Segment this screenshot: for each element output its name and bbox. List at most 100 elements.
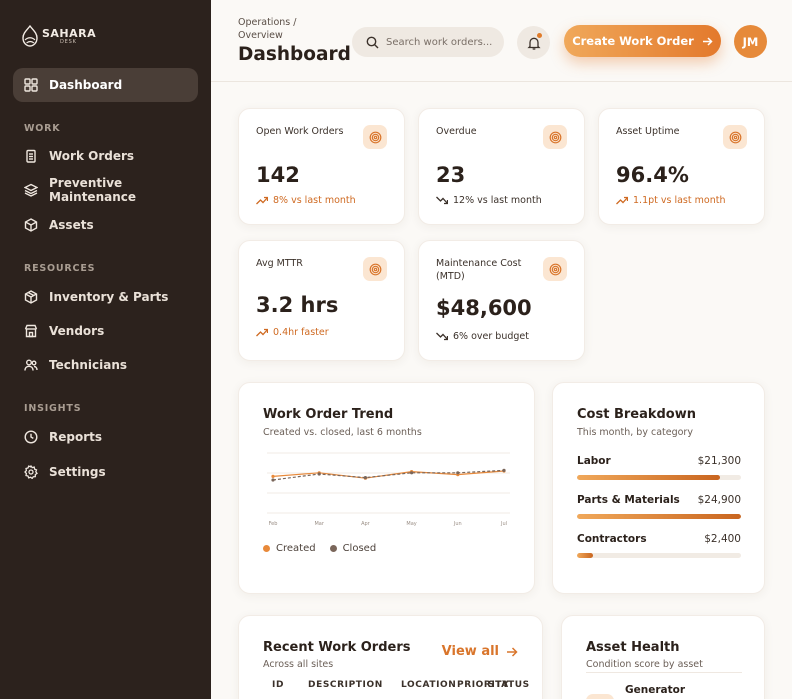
kpi-card-overdue[interactable]: Overdue 23 12% vs last month	[418, 108, 585, 225]
bell-icon	[526, 37, 541, 50]
sidebar-item-technicians[interactable]: Technicians	[13, 348, 198, 382]
sidebar-item-reports[interactable]: Reports	[13, 420, 198, 454]
kpi-card-maintenance-cost[interactable]: Maintenance Cost (MTD) $48,600 6% over b…	[418, 240, 585, 361]
kpi-delta: 12% vs last month	[436, 195, 542, 206]
clock-icon	[24, 430, 38, 444]
data-point-closed[interactable]	[317, 472, 321, 476]
kpi-label: Open Work Orders	[256, 126, 344, 137]
data-point-closed[interactable]	[271, 478, 275, 482]
sidebar-item-settings[interactable]: Settings	[13, 455, 198, 489]
store-icon	[24, 324, 38, 338]
search-box[interactable]	[352, 27, 504, 57]
column-header-description[interactable]: DESCRIPTION	[308, 680, 383, 690]
sidebar-item-label: Dashboard	[49, 78, 123, 92]
asset-name[interactable]: Generator	[625, 684, 686, 696]
notifications-button[interactable]	[517, 26, 550, 59]
sidebar-item-vendors[interactable]: Vendors	[13, 314, 198, 348]
search-input[interactable]	[386, 36, 496, 48]
work-order-trend-card: Work Order Trend Created vs. closed, las…	[238, 382, 535, 594]
sidebar-item-assets[interactable]: Assets	[13, 208, 198, 242]
data-point-closed[interactable]	[410, 471, 414, 475]
divider	[586, 672, 742, 673]
grid-icon	[24, 78, 38, 92]
kpi-card-open-work-orders[interactable]: Open Work Orders 142 8% vs last month	[238, 108, 405, 225]
cost-bar-track	[577, 475, 741, 480]
trend-down-icon	[436, 332, 448, 341]
package-icon	[24, 290, 38, 304]
legend-closed[interactable]: Closed	[329, 543, 376, 554]
kpi-delta: 1.1pt vs last month	[616, 195, 725, 206]
x-tick-label: May	[406, 521, 416, 527]
clipboard-icon	[26, 149, 36, 163]
health-title: Asset Health	[586, 640, 680, 655]
data-point-closed[interactable]	[363, 476, 367, 480]
cost-breakdown-card: Cost Breakdown This month, by category L…	[552, 382, 765, 594]
brand-logo[interactable]: SAHARA DESK	[21, 25, 96, 47]
search-icon	[366, 36, 379, 48]
cost-bar-fill	[577, 475, 720, 480]
cost-row-parts[interactable]: Parts & Materials $24,900	[577, 494, 741, 519]
asset-health-card: Asset Health Condition score by asset Ge…	[561, 615, 765, 699]
cost-name: Parts & Materials	[577, 494, 680, 506]
cost-bar-fill	[577, 553, 594, 558]
cost-title: Cost Breakdown	[577, 407, 697, 422]
kpi-value: 3.2 hrs	[256, 293, 339, 317]
kpi-delta-text: 6% over budget	[453, 331, 529, 342]
page-title: Dashboard	[238, 44, 351, 65]
sidebar-item-label: Reports	[49, 430, 103, 444]
brand-logo-icon	[22, 25, 38, 47]
trend-title: Work Order Trend	[263, 407, 394, 422]
kpi-label: Asset Uptime	[616, 126, 680, 137]
cost-bar-track	[577, 514, 741, 519]
view-all-link[interactable]: View all	[442, 644, 518, 659]
x-tick-label: Mar	[314, 521, 324, 527]
kpi-delta: 6% over budget	[436, 331, 529, 342]
health-subtitle: Condition score by asset	[586, 659, 703, 670]
cube-icon	[24, 218, 38, 232]
cost-name: Labor	[577, 455, 611, 467]
sidebar-item-work-orders[interactable]: Work Orders	[13, 139, 198, 173]
kpi-delta-text: 0.4hr faster	[273, 327, 329, 338]
kpi-label: Maintenance Cost (MTD)	[436, 258, 522, 282]
create-work-order-button[interactable]: Create Work Order	[564, 25, 721, 57]
sidebar-item-label: Preventive Maintenance	[49, 176, 137, 204]
create-work-order-label: Create Work Order	[572, 34, 694, 48]
cost-value: $21,300	[697, 455, 741, 467]
cost-row-labor[interactable]: Labor $21,300	[577, 455, 741, 480]
legend-dot-created	[263, 545, 270, 552]
sidebar-item-label: Technicians	[49, 358, 128, 372]
kpi-card-avg-mttr[interactable]: Avg MTTR 3.2 hrs 0.4hr faster	[238, 240, 405, 361]
legend-created[interactable]: Created	[263, 543, 316, 554]
data-point-closed[interactable]	[456, 471, 460, 475]
kpi-delta: 0.4hr faster	[256, 327, 329, 338]
recent-subtitle: Across all sites	[263, 659, 334, 670]
trend-up-icon	[616, 196, 628, 205]
trend-legend: Created Closed	[263, 543, 376, 554]
kpi-value: 142	[256, 163, 300, 187]
series-line-closed	[272, 469, 505, 481]
trend-down-icon	[436, 196, 448, 205]
column-header-priority[interactable]: PRIORITY	[457, 680, 510, 690]
kpi-value: 96.4%	[616, 163, 689, 187]
x-tick-label: Apr	[361, 521, 371, 527]
sidebar-item-label: Vendors	[49, 324, 105, 338]
cost-bar-fill	[577, 514, 741, 519]
sidebar-item-dashboard[interactable]: Dashboard	[13, 68, 198, 102]
column-header-status[interactable]: STATUS	[488, 680, 530, 690]
sidebar-item-label: Assets	[49, 218, 94, 232]
sidebar-item-preventive[interactable]: Preventive Maintenance	[13, 173, 198, 207]
brand-name: SAHARA	[42, 26, 97, 40]
cost-row-contractors[interactable]: Contractors $2,400	[577, 533, 741, 558]
users-icon	[24, 359, 38, 371]
kpi-card-asset-uptime[interactable]: Asset Uptime 96.4% 1.1pt vs last month	[598, 108, 765, 225]
trend-chart: Feb Mar Apr May Jun Jul	[267, 452, 510, 527]
column-header-location[interactable]: LOCATION	[401, 680, 457, 690]
user-avatar[interactable]: JM	[734, 25, 767, 58]
data-point-closed[interactable]	[502, 468, 506, 472]
sidebar: SAHARA DESK Dashboard WORK Work Orders P…	[0, 0, 211, 699]
column-header-id[interactable]: ID	[272, 680, 285, 690]
data-point-created[interactable]	[271, 474, 275, 478]
sidebar-item-inventory[interactable]: Inventory & Parts	[13, 280, 198, 314]
breadcrumb[interactable]: Operations / Overview	[238, 17, 297, 41]
